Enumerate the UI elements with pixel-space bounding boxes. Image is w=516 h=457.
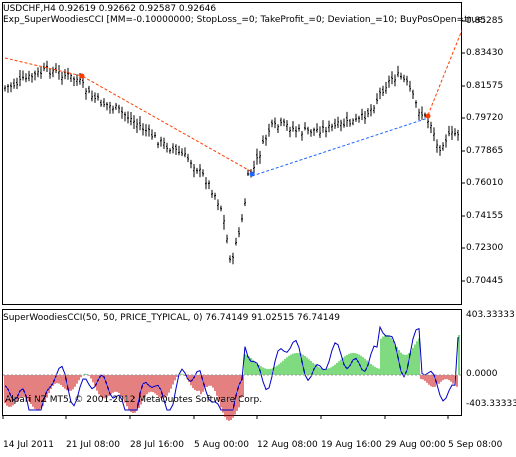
- buy-trade-marker: [249, 171, 255, 177]
- sell-trade-line: [4, 57, 253, 173]
- expert-advisor-params: Exp_SuperWoodiesCCI [MM=-0.10000000; Sto…: [3, 15, 486, 25]
- indicator-title: SuperWoodiesCCI(50, 50, PRICE_TYPICAL, 0…: [3, 313, 340, 323]
- cci-line: [4, 325, 459, 411]
- price-label: 0.74155: [466, 211, 504, 221]
- indicator-level-label: 403.33333: [466, 310, 515, 320]
- price-label: 0.72300: [466, 243, 504, 253]
- time-label: 5 Sep 08:00: [448, 440, 503, 450]
- sell-trade-marker: [425, 113, 431, 119]
- price-label: 0.77865: [466, 146, 504, 156]
- time-label: 19 Aug 16:00: [321, 440, 382, 450]
- price-label: 0.70445: [466, 276, 504, 286]
- price-chart-pane[interactable]: [2, 2, 462, 305]
- broker-copyright: Alpari NZ MT5, © 2001-2012 MetaQuotes So…: [5, 395, 263, 405]
- indicator-level-label: 0.0000: [466, 369, 498, 379]
- price-label: 0.85285: [466, 16, 504, 26]
- price-label: 0.76010: [466, 178, 504, 188]
- buy-trade-line: [251, 117, 429, 177]
- price-label: 0.81575: [466, 81, 504, 91]
- time-label: 29 Aug 00:00: [385, 440, 446, 450]
- sell-trade-marker: [79, 73, 85, 79]
- time-label: 21 Jul 08:00: [66, 440, 120, 450]
- time-label: 14 Jul 2011: [3, 440, 54, 450]
- symbol-quote-line: USDCHF,H4 0.92619 0.92662 0.92587 0.9264…: [3, 4, 217, 14]
- sell-trade-line: [427, 29, 463, 116]
- price-label: 0.79720: [466, 113, 504, 123]
- time-label: 12 Aug 08:00: [257, 440, 318, 450]
- time-label: 28 Jul 16:00: [130, 440, 184, 450]
- indicator-level-label: -403.33333: [466, 399, 516, 409]
- time-label: 5 Aug 00:00: [194, 440, 249, 450]
- price-label: 0.83430: [466, 48, 504, 58]
